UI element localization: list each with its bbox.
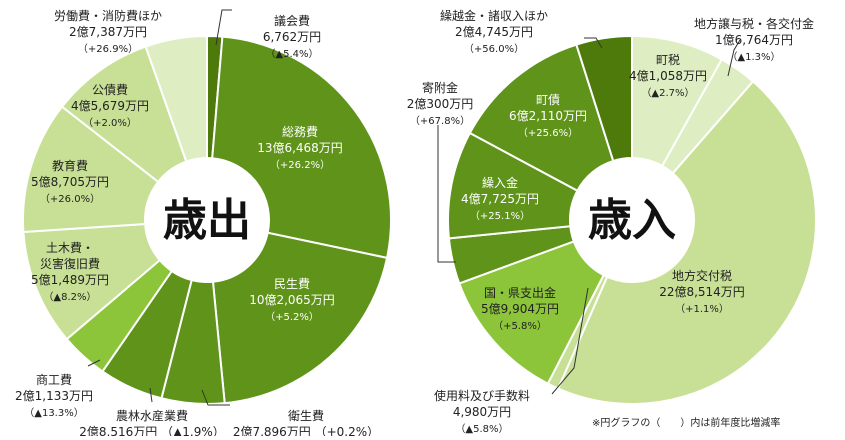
- pie-center: [570, 158, 694, 282]
- slice-label: 衛生費 2億7,896万円 （+0.2%）: [233, 408, 379, 439]
- pie-title: 歳入: [588, 195, 676, 246]
- slice-value: 2億7,896万円 （+0.2%）: [233, 425, 379, 436]
- slice-value: （+1.1%）: [675, 303, 729, 315]
- slice-label: 使用料及び手数料 4,980万円 （▲5.8%）: [434, 388, 530, 435]
- slice-name: 教育費: [52, 158, 88, 173]
- slice-label: 国・県支出金 5億9,904万円 （+5.8%）: [481, 285, 559, 332]
- slice-label: 公債費 4億5,679万円 （+2.0%）: [71, 82, 149, 129]
- slice-name: 土木費・: [46, 240, 94, 255]
- slice-label: 土木費・災害復旧費 5億1,489万円 （▲8.2%）: [31, 240, 109, 303]
- slice-value: （+5.2%）: [265, 311, 319, 323]
- pie-title: 歳出: [163, 195, 251, 246]
- slice-value: 4億5,679万円: [71, 99, 149, 113]
- slice-value: 5億8,705万円: [31, 175, 109, 189]
- slice-value: 4億7,725万円: [461, 192, 539, 206]
- slice-name: 地方譲与税・各交付金: [694, 16, 814, 31]
- slice-value: 2億8,516万円 （▲1.9%）: [79, 425, 225, 436]
- slice-name: 衛生費: [288, 408, 324, 423]
- slice-value: 2億4,745万円: [455, 25, 533, 39]
- slice-value: （▲13.3%）: [24, 407, 83, 419]
- slice-label: 地方交付税 22億8,514万円 （+1.1%）: [659, 268, 745, 315]
- slice-label: 商工費 2億1,133万円 （▲13.3%）: [15, 372, 93, 419]
- slice-label: 教育費 5億8,705万円 （+26.0%）: [31, 158, 109, 205]
- pie-0: 歳出 議会費 6,762万円 （▲5.4%） 総務費 13億6,468万円 （+26.2%）…: [15, 8, 392, 439]
- slice-label: 総務費 13億6,468万円 （+26.2%）: [257, 124, 343, 171]
- slice-value: 2億1,133万円: [15, 389, 93, 403]
- slice-label: 民生費 10億2,065万円 （+5.2%）: [249, 276, 335, 323]
- slice-name: 民生費: [274, 276, 310, 291]
- slice-value: 2億7,387万円: [69, 25, 147, 39]
- leader-line: [87, 359, 101, 367]
- slice-value: 5億1,489万円: [31, 273, 109, 287]
- footnote: ※円グラフの（ ）内は前年度比増減率: [592, 418, 781, 429]
- slice-value: （▲8.2%）: [43, 291, 96, 303]
- slice-value: （+67.8%）: [410, 115, 470, 127]
- slice-label: 議会費 6,762万円 （▲5.4%）: [263, 13, 321, 60]
- slice-value: （+25.6%）: [518, 127, 578, 139]
- slice-name: 使用料及び手数料: [434, 388, 530, 403]
- slice-name: 地方交付税: [672, 268, 732, 283]
- slice-value: 1億6,764万円: [715, 33, 793, 47]
- leader-line: [584, 37, 603, 49]
- pie-center: [145, 158, 269, 282]
- slice-label: 繰入金 4億7,725万円 （+25.1%）: [461, 175, 539, 222]
- slice-value: （▲5.8%）: [455, 423, 508, 435]
- slice-value: 22億8,514万円: [659, 285, 745, 299]
- slice-name: 町債: [536, 92, 560, 107]
- slice-label: 地方譲与税・各交付金 1億6,764万円 （▲1.3%）: [694, 16, 814, 63]
- slice-value: （+26.2%）: [270, 159, 330, 171]
- slice-value: （+26.0%）: [40, 193, 100, 205]
- slice-name: 繰越金・諸収入ほか: [440, 8, 548, 23]
- slice-value: 13億6,468万円: [257, 141, 343, 155]
- slice-name: 寄附金: [422, 80, 458, 95]
- slice-value: 10億2,065万円: [249, 293, 335, 307]
- slice-value: 6億2,110万円: [509, 109, 587, 123]
- slice-value: （+26.9%）: [78, 43, 138, 55]
- slice-value: （▲1.3%）: [727, 51, 780, 63]
- slice-label: 農林水産業費 2億8,516万円 （▲1.9%）: [79, 408, 225, 439]
- slice-value: 2億300万円: [407, 97, 474, 111]
- slice-value: （+5.8%）: [493, 320, 547, 332]
- leader-line: [727, 39, 741, 77]
- slice-value: （▲5.4%）: [265, 48, 318, 60]
- slice-label: 町税 4億1,058万円 （▲2.7%）: [629, 53, 707, 99]
- slice-label: 労働費・消防費ほか 2億7,387万円 （+26.9%）: [54, 8, 162, 55]
- leader-line: [201, 389, 230, 406]
- slice-value: （+56.0%）: [464, 43, 524, 55]
- leader-line: [149, 387, 153, 403]
- slice-name: 公債費: [92, 82, 128, 97]
- leader-line: [551, 287, 589, 395]
- slice-value: （+2.0%）: [83, 117, 137, 129]
- slice-name: 商工費: [36, 372, 72, 387]
- slice-label: 町債 6億2,110万円 （+25.6%）: [509, 92, 587, 139]
- slice-value: 4,980万円: [453, 405, 511, 419]
- slice-name: 国・県支出金: [484, 285, 556, 300]
- leader-line: [215, 9, 232, 46]
- slice-name: 農林水産業費: [116, 408, 188, 423]
- pie-1: 歳入 町税 4億1,058万円 （▲2.7%） 地方譲与税・各交付金 1億6,764万円 （…: [407, 8, 817, 435]
- slice-value: （▲2.7%）: [641, 87, 694, 99]
- slice-label: 寄附金 2億300万円 （+67.8%）: [407, 80, 474, 127]
- slice-name: 総務費: [282, 124, 318, 139]
- slice-value: 5億9,904万円: [481, 302, 559, 316]
- slice-value: 6,762万円: [263, 30, 321, 44]
- slice-name: 議会費: [274, 13, 310, 28]
- slice-name: 町税: [656, 53, 680, 67]
- slice-name: 労働費・消防費ほか: [54, 8, 162, 23]
- slice-value: 災害復旧費: [40, 256, 100, 271]
- leader-line: [437, 125, 456, 263]
- slice-name: 繰入金: [482, 175, 518, 190]
- slice-value: 4億1,058万円: [629, 69, 707, 83]
- slice-label: 繰越金・諸収入ほか 2億4,745万円 （+56.0%）: [440, 8, 548, 55]
- slice-value: （+25.1%）: [470, 210, 530, 222]
